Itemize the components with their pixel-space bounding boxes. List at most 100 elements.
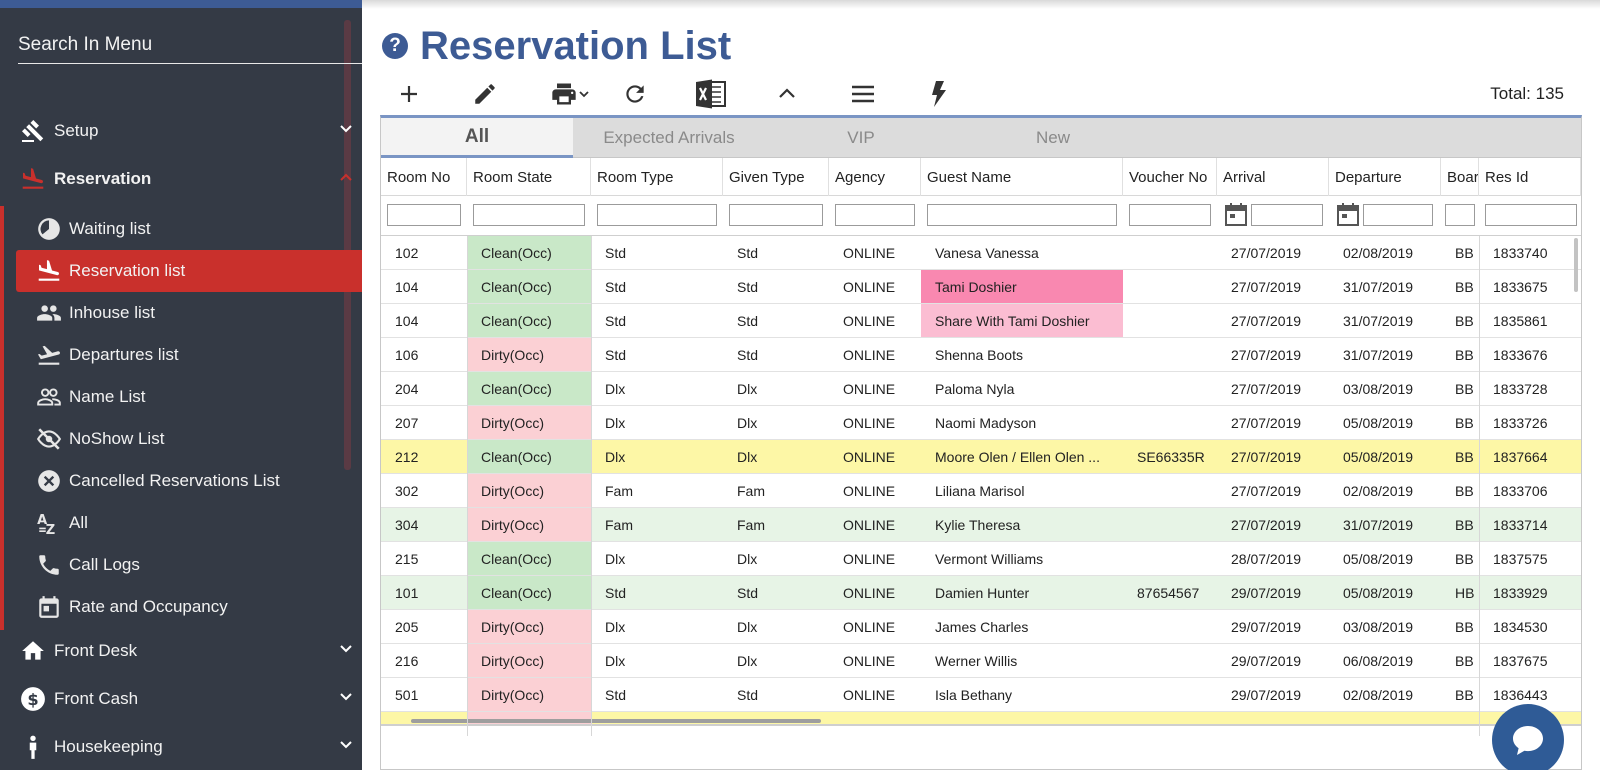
sidebar-scrollbar[interactable] [344, 20, 351, 470]
sidebar-section-housekeeping[interactable]: Housekeeping [0, 726, 362, 768]
filter-agency-input[interactable] [835, 204, 915, 226]
grid-horizontal-scrollbar[interactable] [411, 719, 821, 723]
cell-departure: 31/07/2019 [1343, 346, 1414, 363]
table-row[interactable]: 204 Clean(Occ) Dlx Dlx ONLINE Paloma Nyla 27/0… [381, 372, 1581, 406]
cell-departure: 05/08/2019 [1343, 414, 1414, 431]
sidebar: Search In Menu Setup Reservation Waiting… [0, 0, 362, 770]
table-row[interactable]: 207 Dirty(Occ) Dlx Dlx ONLINE Naomi Madyson 27… [381, 406, 1581, 440]
table-row[interactable]: 106 Dirty(Occ) Std Std ONLINE Shenna Boots 27/… [381, 338, 1581, 372]
chat-button[interactable] [1492, 704, 1564, 770]
cell-board: HB [1455, 584, 1475, 601]
sidebar-item-cancelled-reservations[interactable]: Cancelled Reservations List [0, 460, 362, 502]
cell-given-type: Std [737, 686, 759, 703]
cell-board: BB [1455, 516, 1474, 533]
cell-res-id: 1833675 [1493, 278, 1548, 295]
sidebar-item-noshow-list[interactable]: NoShow List [0, 418, 362, 460]
export-excel-button[interactable] [694, 78, 728, 110]
cell-agency: ONLINE [843, 380, 896, 397]
column-header-room-state[interactable]: Room State [467, 158, 591, 196]
table-row[interactable]: 104 Clean(Occ) Std Std ONLINE Share With Tami… [381, 304, 1581, 338]
column-header-arrival[interactable]: Arrival [1217, 158, 1329, 196]
column-header-voucher-no[interactable]: Voucher No [1123, 158, 1217, 196]
cell-voucher-no [1123, 406, 1217, 439]
tab-vip[interactable]: VIP [847, 128, 875, 147]
column-header-guest-name[interactable]: Guest Name [921, 158, 1123, 196]
toolbar [372, 74, 1542, 114]
column-header-departure[interactable]: Departure [1329, 158, 1441, 196]
sidebar-item-label: Call Logs [69, 555, 140, 574]
column-header-given-type[interactable]: Given Type [723, 158, 829, 196]
menu-search-input[interactable]: Search In Menu [18, 30, 362, 64]
table-row[interactable]: 212 Clean(Occ) Dlx Dlx ONLINE Moore Olen / El… [381, 440, 1581, 474]
cell-arrival: 27/07/2019 [1231, 278, 1302, 295]
cell-given-type: Dlx [737, 618, 758, 635]
sidebar-item-call-logs[interactable]: Call Logs [0, 544, 362, 586]
calendar-icon[interactable] [1337, 201, 1359, 227]
sidebar-item-inhouse-list[interactable]: Inhouse list [0, 292, 362, 334]
sidebar-item-name-list[interactable]: Name List [0, 376, 362, 418]
sidebar-section-front-desk[interactable]: Front Desk [0, 630, 362, 672]
filter-room-type-input[interactable] [597, 204, 717, 226]
chevron-up-icon [779, 88, 795, 98]
sidebar-section-setup[interactable]: Setup [0, 110, 362, 152]
table-row[interactable]: 101 Clean(Occ) Std Std ONLINE Damien Hunter 87… [381, 576, 1581, 610]
table-row[interactable]: 102 Clean(Occ) Std Std ONLINE Vanesa Vanessa 2… [381, 236, 1581, 270]
cell-room-state: Clean(Occ) [467, 576, 591, 609]
sidebar-item-rate-occupancy[interactable]: Rate and Occupancy [0, 586, 362, 628]
cell-voucher-no [1123, 542, 1217, 575]
sidebar-item-departures-list[interactable]: Departures list [0, 334, 362, 376]
filter-room-no-input[interactable] [387, 204, 461, 226]
column-header-room-no[interactable]: Room No [381, 158, 467, 196]
table-row[interactable]: 205 Dirty(Occ) Dlx Dlx ONLINE James Charles 29… [381, 610, 1581, 644]
cell-arrival: 29/07/2019 [1231, 618, 1302, 635]
sidebar-item-reservation-list[interactable]: Reservation list [16, 250, 362, 292]
edit-button[interactable] [468, 78, 502, 110]
sidebar-section-reservation[interactable]: Reservation [0, 158, 362, 200]
help-icon[interactable]: ? [382, 33, 408, 59]
filter-guest-name-input[interactable] [927, 204, 1117, 226]
print-button[interactable] [542, 78, 598, 110]
grid-vertical-scrollbar[interactable] [1574, 238, 1578, 292]
tab-all[interactable]: All [381, 118, 573, 158]
filter-room-state-input[interactable] [473, 204, 585, 226]
cell-agency: ONLINE [843, 584, 896, 601]
sidebar-section-front-cash[interactable]: $ Front Cash [0, 678, 362, 720]
cell-room-no: 501 [395, 686, 419, 703]
column-separator [1479, 236, 1480, 736]
column-header-room-type[interactable]: Room Type [591, 158, 723, 196]
filter-arrival-input[interactable] [1251, 204, 1323, 226]
chevron-down-icon [340, 741, 352, 749]
filter-voucher-no-input[interactable] [1129, 204, 1211, 226]
tab-new[interactable]: New [1035, 128, 1070, 147]
tab-expected-arrivals[interactable]: Expected Arrivals [603, 128, 735, 147]
top-shadow [362, 0, 1600, 9]
refresh-button[interactable] [618, 78, 652, 110]
filter-departure-input[interactable] [1363, 204, 1433, 226]
cell-res-id: 1833740 [1493, 244, 1548, 261]
cell-room-no: 205 [395, 618, 419, 635]
filter-board-input[interactable] [1445, 204, 1475, 226]
table-row[interactable]: 304 Dirty(Occ) Fam Fam ONLINE Kylie Theresa 27… [381, 508, 1581, 542]
table-row[interactable]: 501 Dirty(Occ) Std Std ONLINE Isla Bethany 29/… [381, 678, 1581, 712]
cell-room-state: Clean(Occ) [467, 372, 591, 405]
cell-voucher-no [1123, 338, 1217, 371]
column-header-agency[interactable]: Agency [829, 158, 921, 196]
sidebar-item-waiting-list[interactable]: Waiting list [0, 208, 362, 250]
collapse-button[interactable] [770, 78, 804, 110]
grid-body: 102 Clean(Occ) Std Std ONLINE Vanesa Vanessa 2… [381, 236, 1581, 736]
quick-actions-button[interactable] [922, 78, 956, 110]
table-row[interactable]: 216 Dirty(Occ) Dlx Dlx ONLINE Werner Willis 29… [381, 644, 1581, 678]
filter-given-type-input[interactable] [729, 204, 823, 226]
add-button[interactable] [392, 78, 426, 110]
sidebar-section-label: Setup [54, 121, 99, 140]
calendar-icon[interactable] [1225, 201, 1247, 227]
cell-room-state: Dirty(Occ) [467, 338, 591, 371]
filter-res-id-input[interactable] [1485, 204, 1577, 226]
menu-button[interactable] [846, 78, 880, 110]
column-header-res-id[interactable]: Res Id [1479, 158, 1581, 196]
column-header-board[interactable]: Boar [1441, 158, 1479, 196]
table-row[interactable]: 104 Clean(Occ) Std Std ONLINE Tami Doshier 27/… [381, 270, 1581, 304]
table-row[interactable]: 215 Clean(Occ) Dlx Dlx ONLINE Vermont William… [381, 542, 1581, 576]
table-row[interactable]: 302 Dirty(Occ) Fam Fam ONLINE Liliana Marisol… [381, 474, 1581, 508]
